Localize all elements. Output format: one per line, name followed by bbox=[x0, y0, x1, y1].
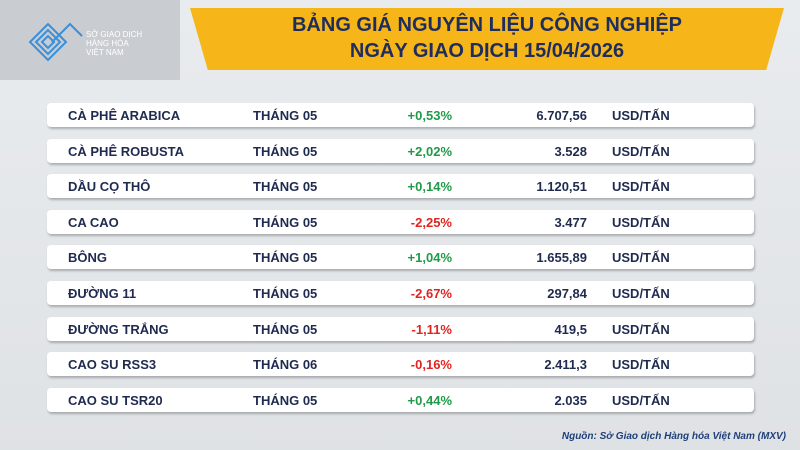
logo-bg bbox=[0, 0, 180, 80]
contract-month: THÁNG 05 bbox=[253, 143, 318, 159]
table-row: DẦU CỌ THÔ THÁNG 05 +0,14% 1.120,51 USD/TẤN bbox=[47, 174, 754, 199]
subtitle: NGÀY GIAO DỊCH 15/04/2026 bbox=[349, 40, 625, 62]
logo-line: HÀNG HÓA bbox=[86, 39, 129, 48]
table-row: BÔNG THÁNG 05 +1,04% 1.655,89 USD/TẤN bbox=[47, 245, 754, 270]
commodity: ĐƯỜNG TRẮNG bbox=[68, 321, 169, 337]
unit: USD/TẤN bbox=[612, 286, 670, 301]
change: +1,04% bbox=[407, 250, 452, 266]
commodity: CAO SU TSR20 bbox=[68, 392, 163, 408]
commodity: DẦU CỌ THÔ bbox=[68, 179, 151, 195]
table-row: ĐƯỜNG TRẮNG THÁNG 05 -1,11% 419,5 USD/TẤN bbox=[47, 316, 754, 341]
price: 3.477 bbox=[554, 214, 587, 230]
price: 1.655,89 bbox=[536, 250, 587, 266]
commodity: CAO SU RSS3 bbox=[68, 357, 157, 373]
table-row: CAO SU TSR20 THÁNG 05 +0,44% 2.035 USD/TẤN bbox=[47, 387, 754, 412]
contract-month: THÁNG 05 bbox=[253, 108, 318, 123]
table-row: CA CAO THÁNG 05 -2,25% 3.477 USD/TẤN bbox=[47, 209, 754, 234]
commodity: CA CAO bbox=[68, 214, 119, 230]
table-row: CÀ PHÊ ARABICA THÁNG 05 +0,53% 6.707,56 USD/… bbox=[47, 103, 754, 127]
contract-month: THÁNG 05 bbox=[253, 214, 318, 230]
unit: USD/TẤN bbox=[612, 108, 670, 123]
commodity: ĐƯỜNG 11 bbox=[68, 286, 137, 301]
change: -1,11% bbox=[411, 321, 452, 337]
unit: USD/TẤN bbox=[612, 214, 670, 230]
contract-month: THÁNG 05 bbox=[253, 392, 318, 408]
price: 3.528 bbox=[554, 143, 587, 159]
unit: USD/TẤN bbox=[612, 179, 670, 195]
logo-line: SỞ GIAO DỊCH bbox=[86, 30, 143, 39]
source: Nguồn: Sở Giao dịch Hàng hóa Việt Nam (M… bbox=[561, 431, 786, 442]
logo-text: SỞ GIAO DỊCH HÀNG HÓA VIỆT NAM bbox=[86, 30, 142, 57]
price: 419,5 bbox=[554, 321, 587, 337]
price: 1.120,51 bbox=[536, 179, 587, 195]
table-row: ĐƯỜNG 11 THÁNG 05 -2,67% 297,84 USD/TẤN bbox=[47, 281, 754, 305]
price: 297,84 bbox=[547, 286, 587, 301]
change: -2,67% bbox=[410, 286, 452, 301]
change: +0,44% bbox=[407, 392, 452, 408]
unit: USD/TẤN bbox=[612, 357, 670, 373]
title: BẢNG GIÁ NGUYÊN LIỆU CÔNG NGHIỆP bbox=[291, 14, 683, 36]
change: +0,53% bbox=[407, 108, 452, 123]
contract-month: THÁNG 05 bbox=[253, 321, 318, 337]
price: 6.707,56 bbox=[536, 108, 587, 123]
commodity: BÔNG bbox=[68, 250, 107, 266]
table-row: CÀ PHÊ ROBUSTA THÁNG 05 +2,02% 3.528 USD/TẤN bbox=[47, 138, 754, 163]
table-row: CAO SU RSS3 THÁNG 06 -0,16% 2.411,3 USD/TẤN bbox=[47, 352, 754, 377]
title-banner bbox=[190, 8, 784, 70]
contract-month: THÁNG 05 bbox=[253, 179, 318, 195]
unit: USD/TẤN bbox=[612, 392, 670, 408]
unit: USD/TẤN bbox=[612, 143, 670, 159]
price: 2.411,3 bbox=[544, 357, 587, 373]
contract-month: THÁNG 05 bbox=[253, 250, 318, 266]
contract-month: THÁNG 06 bbox=[253, 357, 318, 373]
change: -0,16% bbox=[410, 357, 452, 373]
commodity: CÀ PHÊ ARABICA bbox=[68, 108, 181, 123]
commodity: CÀ PHÊ ROBUSTA bbox=[68, 143, 185, 159]
change: +0,14% bbox=[407, 179, 452, 195]
unit: USD/TẤN bbox=[612, 321, 670, 337]
logo-line: VIỆT NAM bbox=[86, 48, 124, 57]
price: 2.035 bbox=[554, 392, 587, 408]
change: +2,02% bbox=[407, 143, 452, 159]
change: -2,25% bbox=[410, 214, 452, 230]
contract-month: THÁNG 05 bbox=[253, 286, 318, 301]
unit: USD/TẤN bbox=[612, 250, 670, 266]
